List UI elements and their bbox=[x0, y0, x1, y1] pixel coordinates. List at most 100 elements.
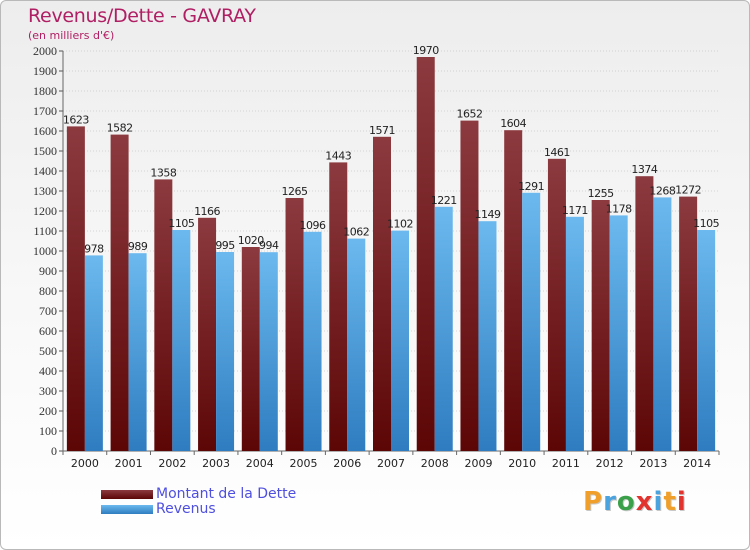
y-tick-label: 1800 bbox=[33, 84, 57, 98]
bar-revenus bbox=[697, 230, 716, 451]
x-tick-label: 2005 bbox=[290, 457, 318, 470]
y-tick-label: 100 bbox=[39, 424, 57, 438]
bar-revenus bbox=[653, 197, 672, 451]
data-label-revenus: 1291 bbox=[518, 180, 544, 193]
chart-title: Revenus/Dette - GAVRAY bbox=[28, 5, 256, 27]
proxiti-logo: Proxiti bbox=[583, 487, 687, 517]
data-label-revenus: 978 bbox=[84, 242, 104, 255]
y-tick-label: 1500 bbox=[33, 144, 57, 158]
bar-dette bbox=[329, 162, 348, 451]
x-tick-label: 2000 bbox=[71, 457, 99, 470]
data-label-dette: 1020 bbox=[238, 234, 264, 247]
y-tick-label: 2000 bbox=[33, 44, 57, 58]
data-label-revenus: 1178 bbox=[606, 202, 632, 215]
data-label-dette: 1272 bbox=[675, 184, 701, 197]
bar-dette bbox=[460, 120, 479, 451]
y-tick-label: 1300 bbox=[33, 184, 57, 198]
x-tick-label: 2003 bbox=[202, 457, 230, 470]
data-label-dette: 1374 bbox=[631, 163, 657, 176]
bar-revenus bbox=[347, 238, 366, 451]
logo-letter: i bbox=[676, 487, 687, 517]
bar-dette bbox=[679, 196, 698, 451]
data-label-revenus: 1105 bbox=[168, 217, 194, 230]
x-tick-label: 2011 bbox=[552, 457, 580, 470]
bar-dette bbox=[285, 198, 304, 451]
data-label-revenus: 1105 bbox=[693, 217, 719, 230]
bar-dette bbox=[241, 247, 260, 451]
bar-revenus bbox=[128, 253, 147, 451]
data-label-revenus: 1221 bbox=[431, 194, 457, 207]
y-tick-label: 1100 bbox=[33, 224, 57, 238]
bar-revenus bbox=[391, 230, 409, 451]
y-tick-label: 0 bbox=[51, 444, 57, 458]
y-tick-label: 1400 bbox=[33, 164, 57, 178]
legend-label-dette: Montant de la Dette bbox=[156, 486, 297, 502]
bar-revenus bbox=[478, 221, 497, 451]
bar-dette bbox=[591, 200, 610, 451]
x-tick-label: 2008 bbox=[421, 457, 449, 470]
x-tick-label: 2006 bbox=[333, 457, 361, 470]
data-label-dette: 1166 bbox=[194, 205, 220, 218]
bar-dette bbox=[416, 57, 435, 451]
bar-chart: 0 100 200 300 400 500 600 700 800 900 1000 1100 1200… bbox=[33, 44, 720, 470]
data-label-revenus: 1171 bbox=[562, 204, 588, 217]
data-label-dette: 1265 bbox=[282, 185, 308, 198]
bar-dette bbox=[66, 126, 85, 452]
data-label-dette: 1461 bbox=[544, 146, 570, 159]
y-tick-label: 1700 bbox=[33, 104, 57, 118]
data-label-revenus: 994 bbox=[259, 239, 279, 252]
logo-letter: r bbox=[603, 487, 617, 517]
bar-revenus bbox=[303, 231, 322, 451]
bar-dette bbox=[110, 134, 129, 451]
bar-revenus bbox=[172, 230, 191, 451]
x-tick-label: 2002 bbox=[158, 457, 186, 470]
legend-swatch-revenus bbox=[101, 505, 153, 514]
legend-swatch-dette bbox=[101, 490, 153, 499]
logo-letter: o bbox=[616, 487, 636, 517]
data-label-dette: 1443 bbox=[325, 149, 351, 162]
y-tick-label: 800 bbox=[39, 284, 57, 298]
x-tick-label: 2014 bbox=[683, 457, 711, 470]
legend-label-revenus: Revenus bbox=[156, 501, 216, 517]
bar-revenus bbox=[84, 255, 103, 451]
data-label-dette: 1582 bbox=[107, 122, 133, 135]
data-label-dette: 1970 bbox=[413, 44, 439, 57]
y-tick-label: 200 bbox=[39, 404, 57, 418]
data-label-revenus: 1096 bbox=[300, 219, 326, 232]
data-label-revenus: 1268 bbox=[649, 184, 675, 197]
bar-revenus bbox=[216, 252, 235, 451]
bar-dette bbox=[154, 179, 173, 451]
x-tick-label: 2004 bbox=[246, 457, 274, 470]
bar-dette bbox=[373, 136, 391, 452]
x-tick-label: 2007 bbox=[377, 457, 405, 470]
x-tick-label: 2012 bbox=[596, 457, 624, 470]
data-label-revenus: 1102 bbox=[387, 218, 413, 231]
y-tick-label: 400 bbox=[39, 364, 57, 378]
data-label-revenus: 995 bbox=[215, 239, 235, 252]
y-tick-label: 1600 bbox=[33, 124, 57, 138]
y-tick-label: 900 bbox=[39, 264, 57, 278]
y-tick-label: 1200 bbox=[33, 204, 57, 218]
data-label-revenus: 1062 bbox=[343, 226, 369, 239]
y-tick-label: 1900 bbox=[33, 64, 57, 78]
data-label-dette: 1623 bbox=[63, 113, 89, 126]
y-tick-label: 300 bbox=[39, 384, 57, 398]
bar-revenus bbox=[522, 192, 541, 452]
chart-subtitle: (en milliers d'€) bbox=[28, 29, 115, 42]
y-tick-label: 700 bbox=[39, 304, 57, 318]
x-tick-label: 2010 bbox=[508, 457, 536, 470]
bar-revenus bbox=[434, 206, 453, 451]
data-label-dette: 1255 bbox=[588, 187, 614, 200]
data-label-revenus: 1149 bbox=[474, 208, 500, 221]
logo-letter: P bbox=[583, 487, 604, 517]
x-tick-label: 2001 bbox=[115, 457, 143, 470]
x-tick-label: 2009 bbox=[464, 457, 492, 470]
bar-dette bbox=[504, 130, 523, 451]
logo-letter: i bbox=[653, 487, 664, 517]
y-tick-label: 1000 bbox=[33, 244, 57, 258]
bar-dette bbox=[547, 158, 566, 452]
logo-letter: x bbox=[635, 487, 654, 517]
bar-dette bbox=[635, 176, 654, 451]
